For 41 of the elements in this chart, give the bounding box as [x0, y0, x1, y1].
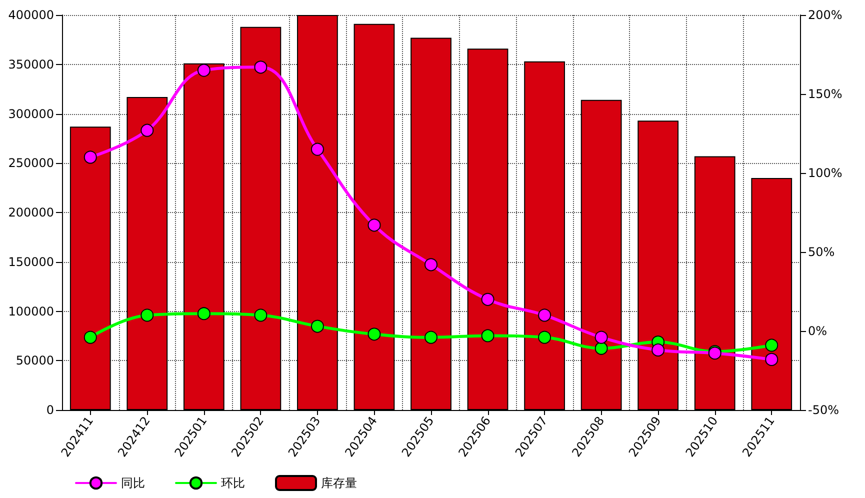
- point: [765, 338, 778, 352]
- point: [310, 320, 324, 333]
- y2-tick-label: 0%: [808, 324, 828, 338]
- y-tick-label: 400000: [8, 8, 54, 22]
- legend-label: 库存量: [321, 476, 357, 490]
- point: [254, 308, 268, 322]
- point: [765, 352, 778, 366]
- point: [481, 329, 494, 342]
- y2-tick-label: 100%: [808, 166, 842, 180]
- point: [310, 142, 324, 156]
- point: [84, 330, 97, 344]
- point: [368, 218, 381, 232]
- point: [594, 330, 608, 344]
- y2-tick-label: 150%: [808, 87, 842, 101]
- point: [197, 64, 210, 77]
- y-tick-label: 150000: [8, 254, 54, 269]
- point: [84, 150, 97, 164]
- y-tick-label: 200000: [8, 206, 54, 220]
- point: [197, 307, 210, 320]
- point: [368, 328, 381, 341]
- y-tick-label: 100000: [8, 304, 54, 318]
- point: [254, 60, 268, 74]
- legend-label: 同比: [121, 476, 145, 490]
- y2-tick-label: -50%: [808, 403, 840, 417]
- point: [140, 124, 154, 137]
- point: [652, 343, 665, 356]
- point: [424, 258, 438, 272]
- y-tick-label: 0: [46, 403, 54, 417]
- y-tick-label: 50000: [16, 354, 54, 368]
- y-tick-label: 350000: [8, 57, 54, 72]
- legend-label: 环比: [221, 476, 245, 490]
- point: [594, 342, 608, 355]
- y2-tick-label: 50%: [808, 245, 835, 259]
- y2-tick-label: 200%: [808, 8, 842, 22]
- point: [424, 330, 438, 344]
- y-tick-label: 300000: [8, 106, 54, 121]
- point: [481, 292, 494, 306]
- point: [538, 330, 552, 344]
- y-tick-label: 250000: [8, 156, 54, 170]
- point: [140, 308, 154, 322]
- point: [538, 308, 552, 322]
